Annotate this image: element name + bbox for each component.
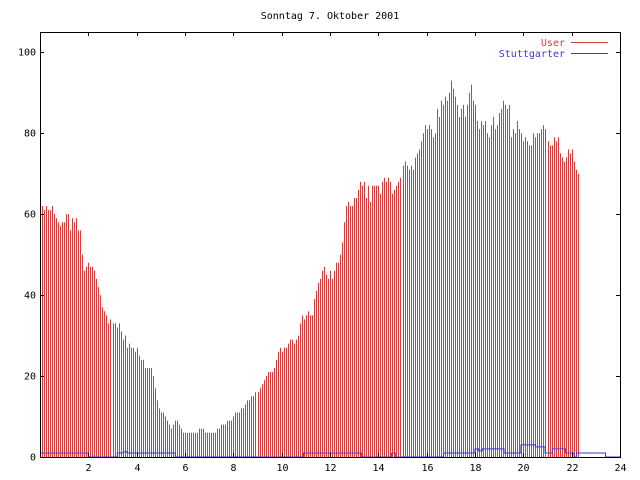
x-tick-label: 24 — [614, 463, 626, 474]
x-axis: 2 4 6 8 10 12 14 16 18 20 22 24 — [85, 32, 627, 474]
x-tick-label: 14 — [372, 463, 384, 474]
x-tick-label: 8 — [230, 463, 236, 474]
x-tick-label: 22 — [566, 463, 578, 474]
x-tick-label: 16 — [421, 463, 433, 474]
y-axis: 0 20 40 60 80 100 — [18, 48, 620, 464]
legend-label-user: User — [541, 38, 565, 49]
stuttgarter-line — [40, 444, 620, 458]
x-tick-label: 12 — [324, 463, 336, 474]
legend: User Stuttgarter — [499, 38, 608, 60]
x-tick-label: 6 — [182, 463, 188, 474]
user-series — [40, 80, 579, 457]
y-tick-label: 60 — [24, 210, 36, 221]
y-tick-label: 80 — [24, 129, 36, 140]
y-tick-label: 100 — [18, 48, 36, 59]
x-tick-label: 4 — [134, 463, 140, 474]
x-tick-label: 18 — [469, 463, 481, 474]
chart-title: Sonntag 7. Oktober 2001 — [261, 11, 399, 22]
y-tick-label: 20 — [24, 372, 36, 383]
stuttgarter-series — [40, 444, 620, 458]
legend-label-stuttgarter: Stuttgarter — [499, 49, 565, 60]
x-tick-label: 20 — [517, 463, 529, 474]
x-tick-label: 2 — [85, 463, 91, 474]
y-tick-label: 40 — [24, 291, 36, 302]
y-tick-label: 0 — [30, 453, 36, 464]
x-tick-label: 10 — [276, 463, 288, 474]
